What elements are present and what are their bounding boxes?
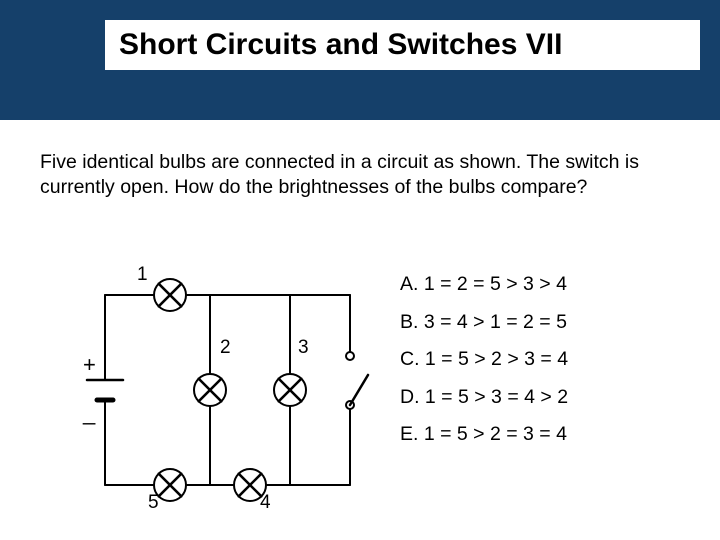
answer-option: D. 1 = 5 > 3 = 4 > 2 bbox=[400, 388, 568, 408]
slide-title: Short Circuits and Switches VII bbox=[105, 20, 700, 70]
svg-text:3: 3 bbox=[298, 337, 309, 358]
svg-text:1: 1 bbox=[137, 264, 148, 285]
title-banner: Short Circuits and Switches VII bbox=[0, 0, 720, 120]
svg-text:_: _ bbox=[82, 400, 96, 425]
answer-option: E. 1 = 5 > 2 = 3 = 4 bbox=[400, 425, 568, 445]
question-text: Five identical bulbs are connected in a … bbox=[40, 150, 680, 201]
answer-option: A. 1 = 2 = 5 > 3 > 4 bbox=[400, 275, 568, 295]
svg-text:4: 4 bbox=[260, 492, 271, 513]
answer-option: C. 1 = 5 > 2 > 3 = 4 bbox=[400, 350, 568, 370]
answer-choices: A. 1 = 2 = 5 > 3 > 4 B. 3 = 4 > 1 = 2 = 5… bbox=[400, 275, 568, 463]
svg-text:+: + bbox=[83, 352, 96, 377]
answer-option: B. 3 = 4 > 1 = 2 = 5 bbox=[400, 313, 568, 333]
svg-text:2: 2 bbox=[220, 337, 231, 358]
svg-text:5: 5 bbox=[148, 492, 159, 513]
circuit-diagram: + _ 1 2 3 5 4 bbox=[40, 260, 380, 520]
